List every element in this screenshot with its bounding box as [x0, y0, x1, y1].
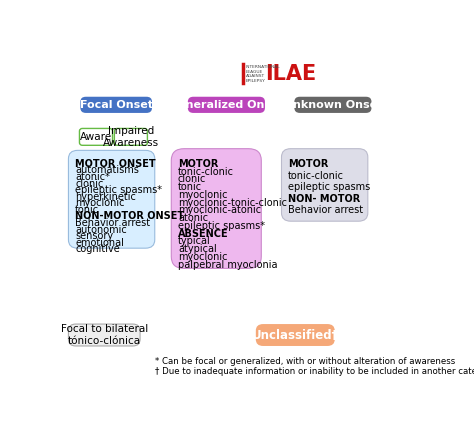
Text: Generalized Onset: Generalized Onset: [169, 100, 284, 110]
Text: hyperkinetic: hyperkinetic: [75, 192, 136, 201]
Text: MOTOR: MOTOR: [288, 159, 328, 170]
Text: epileptic spasms: epileptic spasms: [288, 182, 370, 192]
Text: atonic*: atonic*: [75, 172, 110, 182]
Text: Unclassified†: Unclassified†: [252, 328, 338, 342]
Text: † Due to inadequate information or inability to be included in another category: † Due to inadequate information or inabi…: [155, 367, 474, 376]
Text: tonic-clonic: tonic-clonic: [288, 171, 344, 181]
Text: autonomic: autonomic: [75, 225, 127, 235]
Text: EPILEPSY: EPILEPSY: [246, 79, 265, 83]
Text: sensory: sensory: [75, 231, 113, 241]
FancyBboxPatch shape: [81, 97, 152, 113]
Text: Impaired
Awareness: Impaired Awareness: [103, 126, 159, 148]
Text: Behavior arrest: Behavior arrest: [288, 205, 363, 215]
Text: myoclonic: myoclonic: [178, 190, 228, 200]
FancyBboxPatch shape: [294, 97, 372, 113]
Text: tonic-clonic: tonic-clonic: [178, 166, 234, 177]
Text: clonic: clonic: [75, 179, 103, 188]
FancyBboxPatch shape: [188, 97, 265, 113]
Text: typical: typical: [178, 237, 210, 246]
Text: tonic: tonic: [178, 182, 202, 192]
Text: epileptic spasms*: epileptic spasms*: [75, 185, 162, 195]
Text: epileptic spasms*: epileptic spasms*: [178, 221, 265, 231]
Text: ABSENCE: ABSENCE: [178, 229, 228, 239]
FancyBboxPatch shape: [114, 128, 147, 145]
Text: LEAGUE: LEAGUE: [246, 70, 263, 74]
Text: Unknown Onset: Unknown Onset: [284, 100, 382, 110]
Text: MOTOR: MOTOR: [178, 159, 219, 169]
Text: tonic: tonic: [75, 205, 99, 215]
Text: AGAINST: AGAINST: [246, 74, 265, 78]
FancyBboxPatch shape: [256, 324, 335, 346]
Text: myoclonic: myoclonic: [75, 198, 125, 208]
Text: automatisms: automatisms: [75, 166, 139, 175]
Text: INTERNATIONAL: INTERNATIONAL: [246, 65, 281, 69]
Text: cognitive: cognitive: [75, 244, 120, 254]
Text: myoclonic: myoclonic: [178, 252, 228, 262]
Text: MOTOR ONSET: MOTOR ONSET: [75, 159, 155, 169]
Text: emotional: emotional: [75, 238, 124, 248]
FancyBboxPatch shape: [68, 150, 155, 248]
Text: atonic: atonic: [178, 213, 208, 223]
Text: Focal to bilateral
tónico-clónica: Focal to bilateral tónico-clónica: [61, 324, 148, 346]
Text: myoclonic-tonic-clonic: myoclonic-tonic-clonic: [178, 198, 287, 208]
Text: palpebral myoclonia: palpebral myoclonia: [178, 260, 277, 270]
FancyBboxPatch shape: [80, 128, 112, 145]
Text: Behavior arrest: Behavior arrest: [75, 218, 150, 228]
Text: clonic: clonic: [178, 174, 206, 184]
Text: * Can be focal or generalized, with or without alteration of awareness: * Can be focal or generalized, with or w…: [155, 357, 455, 366]
FancyBboxPatch shape: [171, 148, 261, 268]
FancyBboxPatch shape: [282, 148, 368, 221]
Text: NON-MOTOR ONSET: NON-MOTOR ONSET: [75, 212, 184, 222]
Text: NON- MOTOR: NON- MOTOR: [288, 194, 360, 204]
FancyBboxPatch shape: [68, 324, 140, 346]
Text: ILAE: ILAE: [265, 64, 316, 85]
Text: myoclonic-atonic: myoclonic-atonic: [178, 205, 261, 215]
Text: atypical: atypical: [178, 244, 217, 254]
Text: Aware: Aware: [80, 132, 112, 142]
Text: Focal Onset: Focal Onset: [80, 100, 153, 110]
